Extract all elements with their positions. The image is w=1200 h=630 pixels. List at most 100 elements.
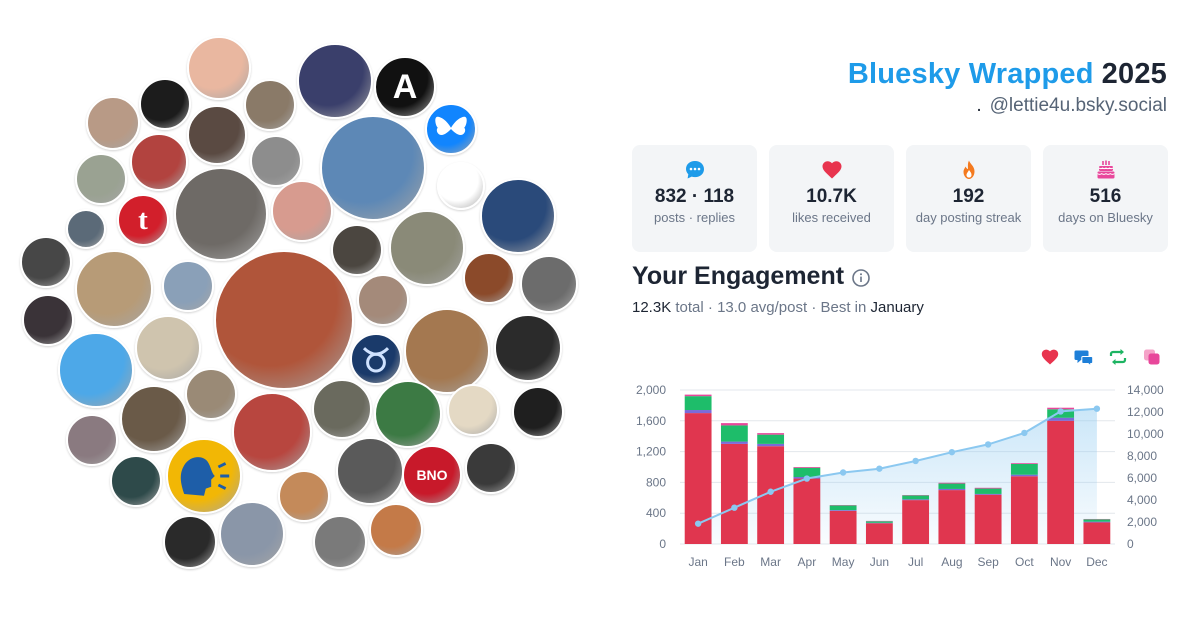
avatar-gray-man[interactable] [162,260,214,312]
avatar-stage[interactable] [297,43,373,119]
bar-segment [793,467,821,468]
avatar-curly-woman[interactable] [86,96,140,150]
avatar-forever-oakland[interactable] [163,515,217,569]
heart-icon[interactable] [1040,348,1060,366]
engagement-chart: 0 400 800 1,200 1,600 2,000 0 2,000 4,000 6,000 8,… [636,383,1164,569]
avatar-tumblr[interactable]: t [117,194,169,246]
avatar-blonde-pro[interactable] [219,501,285,567]
avatar-horse-people[interactable] [120,385,188,453]
avatar-bearded-bw[interactable] [250,135,302,187]
y-tick-label: 800 [646,475,666,489]
x-tick-label: Oct [1015,555,1034,569]
stat-label: day posting streak [915,210,1022,225]
cumulative-line-path [697,407,1097,525]
y-tick-label: 1,200 [636,445,666,459]
avatar-shiba-santa[interactable] [278,470,330,522]
avatar-butterfly[interactable] [425,103,477,155]
avatar-cap-man[interactable] [66,209,106,249]
avatar-fantasy[interactable] [110,455,162,507]
line-point [984,441,992,448]
avatar-politician[interactable] [480,178,556,254]
heart-icon [822,161,841,179]
avatar-military-man[interactable] [312,379,372,439]
line-point [767,488,774,495]
info-icon[interactable] [851,268,871,288]
avatar-man-glasses[interactable] [244,79,296,131]
bar-segment [720,425,748,442]
avatar-blue-cartoon[interactable] [58,332,134,408]
stat-label: days on Bluesky [1058,210,1153,225]
line-point [948,448,956,456]
bar-segment [865,521,893,523]
avatar-red-woman-large[interactable] [214,250,354,390]
y2-tick-label: 10,000 [1127,427,1164,441]
avatar-blonde-woman[interactable] [75,250,153,328]
bar-segment [938,490,966,544]
avatar-raccoon[interactable] [437,162,485,210]
avatar-woman-warm[interactable] [369,503,423,557]
engagement-total: 12.3K [632,299,672,316]
avatar-taurus[interactable] [350,333,402,385]
avatar-lightsaber[interactable] [66,414,118,466]
bar-segment [1083,519,1111,522]
bar-segment [865,523,893,544]
stat-value: 516 [1089,186,1122,207]
avatar-dark-woman[interactable] [22,294,74,346]
avatar-glasses-woman[interactable] [357,274,409,326]
avatar-vintage-ad[interactable] [135,315,201,381]
avatar-glyph: A [392,67,418,106]
avatar-woman-bw[interactable] [520,255,578,313]
avatar-dark-art[interactable] [465,442,517,494]
bar-segment [902,495,930,500]
avatar-woman-pink[interactable] [271,180,333,242]
line-point [1057,408,1064,415]
avatar-soldier[interactable] [389,210,465,286]
line-point [912,457,919,465]
avatar-red-hair[interactable] [130,133,188,191]
quote-icon[interactable] [1142,348,1162,366]
taurus-icon [362,347,390,373]
bar-segment [974,488,1002,494]
line-point [839,469,847,476]
avatar-shadow[interactable] [336,437,404,505]
avatar-tuxedo[interactable] [512,386,564,438]
reply-icon[interactable] [1074,348,1094,366]
y-tick-label: 2,000 [636,383,666,397]
avatar-heart-dark[interactable] [494,314,562,382]
avatar-sunglasses-man[interactable] [404,308,490,394]
stat-card-days: 516 days on Bluesky [1043,145,1168,252]
avatar-cartoon-bird[interactable] [447,384,499,436]
avatar-bearded-man[interactable] [331,224,383,276]
x-tick-label: Apr [798,555,817,569]
avatar-old-man[interactable] [75,153,127,205]
line-point [694,520,702,527]
avatar-speaking-head[interactable] [166,438,242,514]
avatar-bno-news[interactable]: BNO [402,445,462,505]
user-handle[interactable]: . @lettie4u.bsky.social [976,95,1167,117]
separator: · [707,299,713,316]
avatar-santa-cat[interactable] [232,392,312,472]
avatar-couple[interactable] [185,368,237,420]
avatar-dog-santa[interactable] [320,115,426,221]
bar-segment [902,500,930,544]
avatar-ninja[interactable] [139,78,191,130]
avatar-green-lady[interactable] [374,380,442,448]
bar-segment [1083,522,1111,544]
y-tick-label: 0 [659,537,666,551]
avatar-bw-man[interactable] [313,515,367,569]
repost-icon[interactable] [1108,348,1128,366]
handle-dot: . [976,95,982,116]
avatar-hooded-man[interactable] [174,167,268,261]
avatar-glyph: t [138,203,148,236]
bar-segment [938,488,966,491]
avatar-cartoon-man[interactable] [463,252,515,304]
speaking-head-icon [180,457,230,496]
avatar-woman-sketch[interactable] [187,36,251,100]
avatar-anarchy[interactable]: A [374,56,436,118]
x-tick-label: Mar [760,555,781,569]
avatar-dark-man[interactable] [20,236,72,288]
stat-label: likes received [792,210,871,225]
avatar-bald-man[interactable] [187,105,247,165]
axis-labels: 0 400 800 1,200 1,600 2,000 0 2,000 4,000 6,000 8,… [636,383,1164,569]
